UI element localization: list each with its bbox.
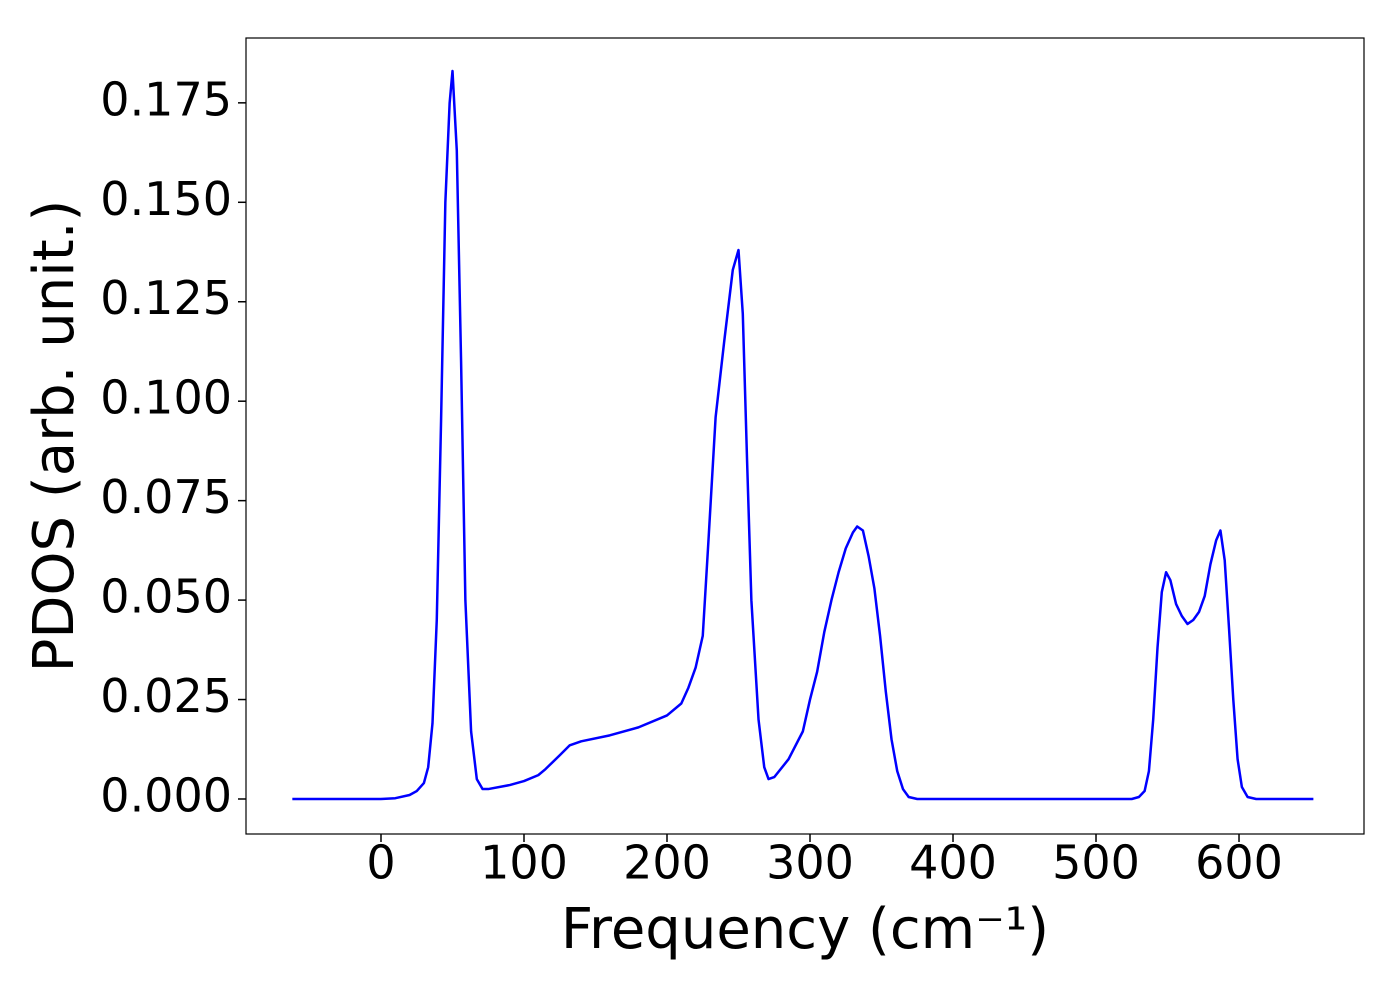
y-tick-label: 0.150 [100, 172, 232, 226]
y-tick-label: 0.050 [100, 570, 232, 624]
x-tick-label: 300 [766, 836, 854, 890]
y-tick-label: 0.100 [100, 371, 232, 425]
y-tick-label: 0.075 [100, 470, 232, 524]
y-tick-label: 0.175 [100, 72, 232, 126]
y-tick-label: 0.125 [100, 271, 232, 325]
x-tick-label: 600 [1195, 836, 1283, 890]
x-axis-label: Frequency (cm⁻¹) [561, 897, 1049, 962]
y-axis-label: PDOS (arb. unit.) [22, 200, 87, 673]
y-tick-label: 0.000 [100, 768, 232, 822]
x-tick-label: 500 [1052, 836, 1140, 890]
x-tick-label: 0 [366, 836, 395, 890]
x-tick-label: 100 [480, 836, 568, 890]
plot-frame [245, 37, 1365, 835]
x-tick-label: 200 [623, 836, 711, 890]
x-tick-label: 400 [909, 836, 997, 890]
series-line [292, 69, 1314, 801]
y-tick-label: 0.025 [100, 669, 232, 723]
